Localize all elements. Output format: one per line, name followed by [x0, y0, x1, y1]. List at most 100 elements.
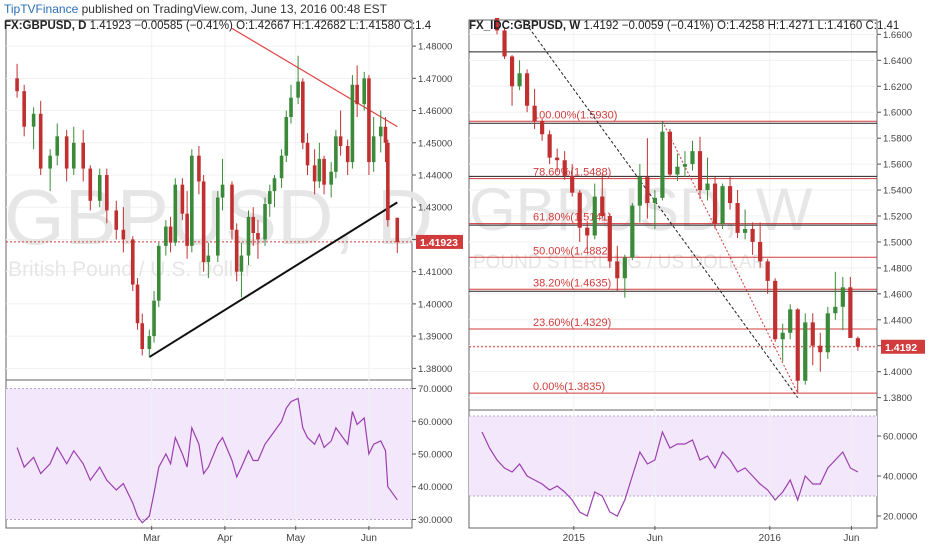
R-candle-body — [509, 56, 515, 87]
L-candle-body — [256, 233, 260, 240]
daily-watermark-bottom: British Pound / U.S. Dollar — [8, 258, 252, 281]
R-price-tick-label: 1.6200 — [883, 82, 912, 93]
R-fib-label: 23.60%(1.4329) — [533, 317, 611, 329]
R-rsi-tick-label: 20.0000 — [883, 512, 917, 523]
weekly-rsi-line — [481, 430, 859, 517]
L-candle-body — [114, 210, 119, 230]
R-candle-body — [592, 196, 597, 236]
R-fib-label: 50.00%(1.4882) — [533, 245, 611, 257]
R-candle-body — [750, 228, 755, 242]
daily-change: −0.00585 (−0.41%) — [134, 20, 233, 32]
L-candle-body — [121, 229, 126, 240]
L-candle-body — [317, 158, 322, 182]
R-candle-body — [795, 309, 800, 381]
R-time-tick-label: 2015 — [563, 533, 586, 544]
L-candle-body — [147, 336, 152, 349]
R-trendline-long-downtrend — [508, 0, 799, 398]
R-candle-body — [682, 164, 688, 167]
R-candle-body — [848, 287, 853, 338]
R-price-tick-label: 1.3800 — [883, 393, 912, 404]
R-candle-body — [773, 280, 778, 340]
R-price-tick-label: 1.6000 — [883, 108, 912, 119]
published-text: published on TradingView.com, June 13, 2… — [81, 2, 387, 16]
author-link[interactable]: TipTVFinance — [4, 2, 79, 16]
daily-symbol[interactable]: FX:GBPUSD, D — [4, 20, 87, 32]
R-candle-body — [622, 257, 627, 279]
L-rsi-tick-label: 60.0000 — [418, 417, 452, 428]
R-fib-label: 0.00%(1.3835) — [533, 381, 605, 393]
L-candle-body — [185, 213, 189, 246]
L-rsi-tick-label: 30.0000 — [418, 515, 452, 526]
daily-price-label-box — [416, 234, 463, 249]
R-price-tick-label: 1.5200 — [883, 212, 912, 223]
L-candle-body — [55, 136, 60, 156]
weekly-price-label: 1.4192 — [885, 342, 917, 354]
L-candle-body — [378, 126, 383, 137]
L-price-tick-label: 1.47000 — [418, 74, 452, 85]
daily-rsi-band — [6, 388, 412, 520]
L-candle-body — [338, 136, 343, 146]
R-candle-body — [840, 287, 845, 307]
weekly-price-pane — [468, 19, 878, 411]
R-candle-body — [660, 131, 665, 198]
R-candle-body — [818, 345, 823, 353]
R-price-tick-label: 1.4000 — [883, 367, 912, 378]
L-price-tick-label: 1.43000 — [418, 203, 452, 214]
weekly-chart-panel: GBPUSD, W POUND STERLING / US DOLLAR 100… — [467, 0, 932, 550]
L-candle-body — [220, 184, 225, 198]
R-candle-body — [637, 177, 642, 206]
R-price-tick-label: 1.5800 — [883, 134, 912, 145]
R-fib-label: 61.80%(1.5141) — [533, 212, 611, 224]
L-candle-body — [190, 155, 194, 246]
L-candle-body — [386, 142, 390, 221]
L-price-tick-label: 1.46000 — [418, 106, 452, 117]
R-time-tick-label: Jun — [647, 533, 663, 544]
R-price-tick-label: 1.6600 — [883, 30, 912, 41]
R-candle-body — [615, 261, 620, 279]
R-candle-body — [825, 313, 830, 353]
daily-last: 1.41923 — [89, 20, 132, 32]
L-price-tick-label: 1.41000 — [418, 267, 452, 278]
R-rsi-tick-label: 40.0000 — [883, 472, 917, 483]
L-candle-body — [38, 113, 43, 169]
weekly-change: −0.0059 (−0.41%) — [621, 20, 714, 32]
L-candle-body — [180, 184, 185, 214]
L-price-tick-label: 1.38000 — [418, 364, 452, 375]
L-trendline-support — [148, 201, 398, 358]
L-time-tick-label: May — [286, 533, 305, 544]
L-candle-body — [367, 78, 371, 163]
R-candle-body — [803, 322, 808, 381]
L-candle-body — [395, 217, 400, 243]
weekly-chart-svg: GBPUSD, W POUND STERLING / US DOLLAR 100… — [468, 0, 925, 544]
R-time-tick-label: Jun — [843, 533, 859, 544]
R-candle-body — [517, 73, 522, 87]
weekly-legend: FX_IDC:GBPUSD, W 1.4192 −0.0059 (−0.41%)… — [469, 20, 899, 32]
daily-close: C:1.4 — [403, 20, 432, 32]
R-candle-body — [600, 196, 605, 216]
daily-legend: FX:GBPUSD, D 1.41923 −0.00585 (−0.41%) O… — [4, 20, 431, 32]
L-candle-body — [168, 226, 173, 243]
L-candle-body — [97, 175, 102, 201]
L-candle-body — [296, 81, 300, 98]
weekly-close: C:1.41 — [865, 20, 900, 32]
daily-chart-svg: GBPUSD, D British Pound / U.S. Dollar 1.… — [4, 19, 463, 544]
L-candle-body — [251, 216, 256, 233]
L-candle-body — [48, 155, 52, 169]
weekly-rsi-band — [469, 416, 877, 496]
R-candle-body — [667, 131, 673, 175]
L-candle-body — [64, 136, 69, 169]
daily-open: O:1.42667 — [236, 20, 290, 32]
L-price-tick-label: 1.39000 — [418, 332, 452, 343]
L-candle-body — [371, 136, 376, 163]
L-time-tick-label: Apr — [217, 533, 233, 544]
R-price-tick-label: 1.5400 — [883, 186, 912, 197]
daily-rsi-line — [16, 397, 398, 524]
R-price-tick-label: 1.4400 — [883, 315, 912, 326]
R-candle-body — [502, 30, 507, 57]
R-price-tick-label: 1.6400 — [883, 56, 912, 67]
R-candle-body — [540, 121, 545, 135]
L-candle-body — [322, 158, 326, 185]
L-candle-body — [312, 165, 317, 182]
weekly-symbol[interactable]: FX_IDC:GBPUSD, W — [469, 20, 581, 32]
R-fib-label: 100.00%(1.5930) — [533, 109, 617, 121]
